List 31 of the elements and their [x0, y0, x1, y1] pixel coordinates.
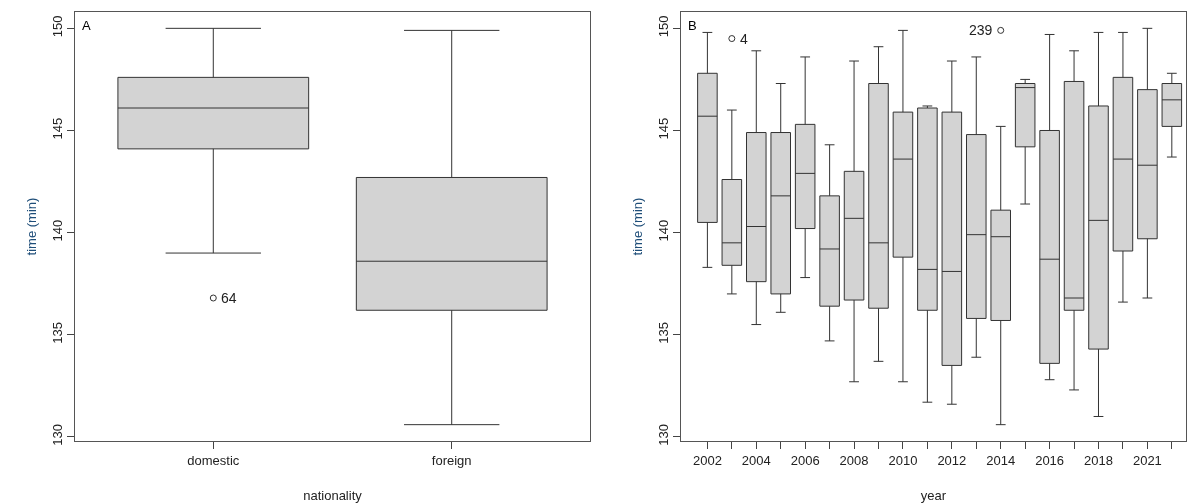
y-tick-label: 135 [655, 321, 671, 344]
annotation: 239 [969, 22, 993, 38]
x-axis-title: nationality [303, 488, 363, 504]
x-tick-label: domestic [187, 452, 240, 468]
x-tick-label: 2008 [839, 452, 869, 468]
y-axis-title: time (min) [629, 197, 645, 256]
y-tick-label: 150 [49, 15, 65, 38]
x-tick-label: 2012 [937, 452, 967, 468]
y-tick-label: 130 [655, 424, 671, 446]
y-tick-label: 145 [49, 117, 65, 140]
y-tick-label: 150 [655, 15, 671, 38]
x-tick-label: 2016 [1035, 452, 1065, 468]
x-tick-label: foreign [431, 452, 472, 468]
annotation: 64 [221, 290, 237, 306]
annotation: 4 [740, 31, 748, 47]
text: B [688, 18, 697, 33]
y-tick-label: 140 [655, 219, 671, 242]
x-tick-label: 2006 [790, 452, 820, 468]
x-tick-label: 2018 [1084, 452, 1113, 468]
x-tick-label: 2014 [986, 452, 1016, 468]
y-axis-title: time (min) [23, 197, 39, 256]
text: A [82, 18, 91, 33]
y-tick-label: 130 [49, 424, 65, 446]
x-axis-title: year [920, 488, 947, 504]
y-tick-label: 145 [655, 117, 671, 140]
y-tick-label: 140 [49, 219, 65, 242]
y-tick-label: 135 [49, 321, 65, 344]
x-tick-label: 2021 [1132, 452, 1162, 468]
x-tick-label: 2002 [692, 452, 722, 468]
x-tick-label: 2004 [741, 452, 771, 468]
x-tick-label: 2010 [888, 452, 918, 468]
